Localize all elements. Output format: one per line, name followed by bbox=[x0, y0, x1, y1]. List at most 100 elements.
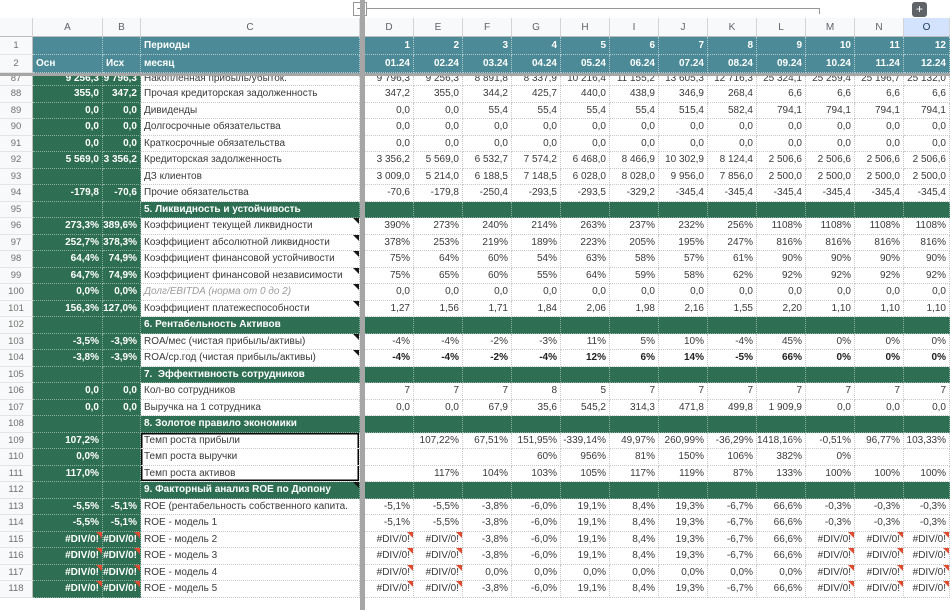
row-header-109[interactable]: 109 bbox=[0, 432, 33, 449]
cell-N89[interactable]: 794,1 bbox=[855, 102, 904, 119]
cell-B117[interactable]: #DIV/0! bbox=[103, 564, 141, 581]
cell-K114[interactable]: -6,7% bbox=[708, 515, 757, 532]
cell-F94[interactable]: -250,4 bbox=[463, 185, 512, 202]
cell-K118[interactable]: -6,7% bbox=[708, 581, 757, 598]
row-header-2[interactable]: 2 bbox=[0, 55, 33, 73]
row-header-118[interactable]: 118 bbox=[0, 581, 33, 598]
cell-N92[interactable]: 2 506,6 bbox=[855, 152, 904, 169]
cell-N94[interactable]: -345,4 bbox=[855, 185, 904, 202]
cell-B93[interactable] bbox=[103, 168, 141, 185]
cell-F104[interactable]: -2% bbox=[463, 350, 512, 367]
cell-L99[interactable]: 92% bbox=[757, 267, 806, 284]
cell-L103[interactable]: 45% bbox=[757, 333, 806, 350]
cell-L91[interactable]: 0,0 bbox=[757, 135, 806, 152]
cell-A94[interactable]: -179,8 bbox=[33, 185, 103, 202]
cell-F2[interactable]: 03.24 bbox=[463, 55, 512, 73]
row-header-111[interactable]: 111 bbox=[0, 465, 33, 482]
cell-O94[interactable]: -345,4 bbox=[904, 185, 950, 202]
cell-F110[interactable] bbox=[463, 449, 512, 466]
cell-A108[interactable] bbox=[33, 416, 103, 433]
cell-L98[interactable]: 90% bbox=[757, 251, 806, 268]
cell-G89[interactable]: 55,4 bbox=[512, 102, 561, 119]
row-header-98[interactable]: 98 bbox=[0, 251, 33, 268]
cell-K101[interactable]: 1,55 bbox=[708, 300, 757, 317]
cell-J88[interactable]: 346,9 bbox=[659, 86, 708, 103]
cell-K98[interactable]: 61% bbox=[708, 251, 757, 268]
cell-A106[interactable]: 0,0 bbox=[33, 383, 103, 400]
cell-B103[interactable]: -3,9% bbox=[103, 333, 141, 350]
column-header-F[interactable]: F bbox=[463, 18, 512, 37]
cell-E96[interactable]: 273% bbox=[414, 218, 463, 235]
cell-I118[interactable]: 8,4% bbox=[610, 581, 659, 598]
cell-M103[interactable]: 0% bbox=[806, 333, 855, 350]
cell-O111[interactable]: 100% bbox=[904, 465, 950, 482]
cell-N115[interactable]: #DIV/0! bbox=[855, 531, 904, 548]
cell-D97[interactable]: 378% bbox=[365, 234, 414, 251]
cell-C110[interactable]: Темп роста выручки bbox=[141, 449, 360, 466]
cell-L95[interactable] bbox=[757, 201, 806, 218]
cell-M112[interactable] bbox=[806, 482, 855, 499]
cell-D113[interactable]: -5,1% bbox=[365, 498, 414, 515]
cell-L114[interactable]: 66,6% bbox=[757, 515, 806, 532]
cell-D96[interactable]: 390% bbox=[365, 218, 414, 235]
cell-F113[interactable]: -3,8% bbox=[463, 498, 512, 515]
cell-H114[interactable]: 19,1% bbox=[561, 515, 610, 532]
cell-G94[interactable]: -293,5 bbox=[512, 185, 561, 202]
cell-D117[interactable]: #DIV/0! bbox=[365, 564, 414, 581]
cell-B106[interactable]: 0,0 bbox=[103, 383, 141, 400]
frozen-row-divider[interactable] bbox=[0, 73, 950, 76]
cell-O116[interactable]: #DIV/0! bbox=[904, 548, 950, 565]
cell-F96[interactable]: 240% bbox=[463, 218, 512, 235]
row-header-117[interactable]: 117 bbox=[0, 564, 33, 581]
column-header-D[interactable]: D bbox=[365, 18, 414, 37]
cell-K90[interactable]: 0,0 bbox=[708, 119, 757, 136]
cell-E97[interactable]: 253% bbox=[414, 234, 463, 251]
cell-M114[interactable]: -0,3% bbox=[806, 515, 855, 532]
cell-I105[interactable] bbox=[610, 366, 659, 383]
cell-L2[interactable]: 09.24 bbox=[757, 55, 806, 73]
cell-H98[interactable]: 63% bbox=[561, 251, 610, 268]
cell-E109[interactable]: 107,22% bbox=[414, 432, 463, 449]
cell-B109[interactable] bbox=[103, 432, 141, 449]
cell-E103[interactable]: -4% bbox=[414, 333, 463, 350]
cell-E88[interactable]: 355,0 bbox=[414, 86, 463, 103]
cell-G109[interactable]: 151,95% bbox=[512, 432, 561, 449]
cell-A110[interactable]: 0,0% bbox=[33, 449, 103, 466]
cell-J109[interactable]: 260,99% bbox=[659, 432, 708, 449]
row-header-114[interactable]: 114 bbox=[0, 515, 33, 532]
cell-F90[interactable]: 0,0 bbox=[463, 119, 512, 136]
row-header-113[interactable]: 113 bbox=[0, 498, 33, 515]
cell-C2[interactable]: месяц bbox=[141, 55, 360, 73]
cell-G1[interactable]: 4 bbox=[512, 37, 561, 55]
cell-M100[interactable]: 0,0 bbox=[806, 284, 855, 301]
cell-B118[interactable]: #DIV/0! bbox=[103, 581, 141, 598]
cell-M88[interactable]: 6,6 bbox=[806, 86, 855, 103]
cell-G112[interactable] bbox=[512, 482, 561, 499]
cell-H111[interactable]: 105% bbox=[561, 465, 610, 482]
cell-H108[interactable] bbox=[561, 416, 610, 433]
cell-G96[interactable]: 214% bbox=[512, 218, 561, 235]
cell-B111[interactable] bbox=[103, 465, 141, 482]
column-header-E[interactable]: E bbox=[414, 18, 463, 37]
cell-N99[interactable]: 92% bbox=[855, 267, 904, 284]
cell-E90[interactable]: 0,0 bbox=[414, 119, 463, 136]
cell-J115[interactable]: 19,3% bbox=[659, 531, 708, 548]
cell-A95[interactable] bbox=[33, 201, 103, 218]
cell-L92[interactable]: 2 506,6 bbox=[757, 152, 806, 169]
cell-H92[interactable]: 6 468,0 bbox=[561, 152, 610, 169]
cell-C118[interactable]: ROE - модель 5 bbox=[141, 581, 360, 598]
cell-N2[interactable]: 11.24 bbox=[855, 55, 904, 73]
row-header-115[interactable]: 115 bbox=[0, 531, 33, 548]
cell-M90[interactable]: 0,0 bbox=[806, 119, 855, 136]
cell-K92[interactable]: 8 124,4 bbox=[708, 152, 757, 169]
cell-F100[interactable]: 0,0 bbox=[463, 284, 512, 301]
cell-I88[interactable]: 438,9 bbox=[610, 86, 659, 103]
row-header-97[interactable]: 97 bbox=[0, 234, 33, 251]
cell-I111[interactable]: 117% bbox=[610, 465, 659, 482]
cell-K95[interactable] bbox=[708, 201, 757, 218]
cell-O97[interactable]: 816% bbox=[904, 234, 950, 251]
column-header-A[interactable]: A bbox=[33, 18, 103, 37]
cell-E94[interactable]: -179,8 bbox=[414, 185, 463, 202]
row-header-94[interactable]: 94 bbox=[0, 185, 33, 202]
cell-J92[interactable]: 10 302,9 bbox=[659, 152, 708, 169]
